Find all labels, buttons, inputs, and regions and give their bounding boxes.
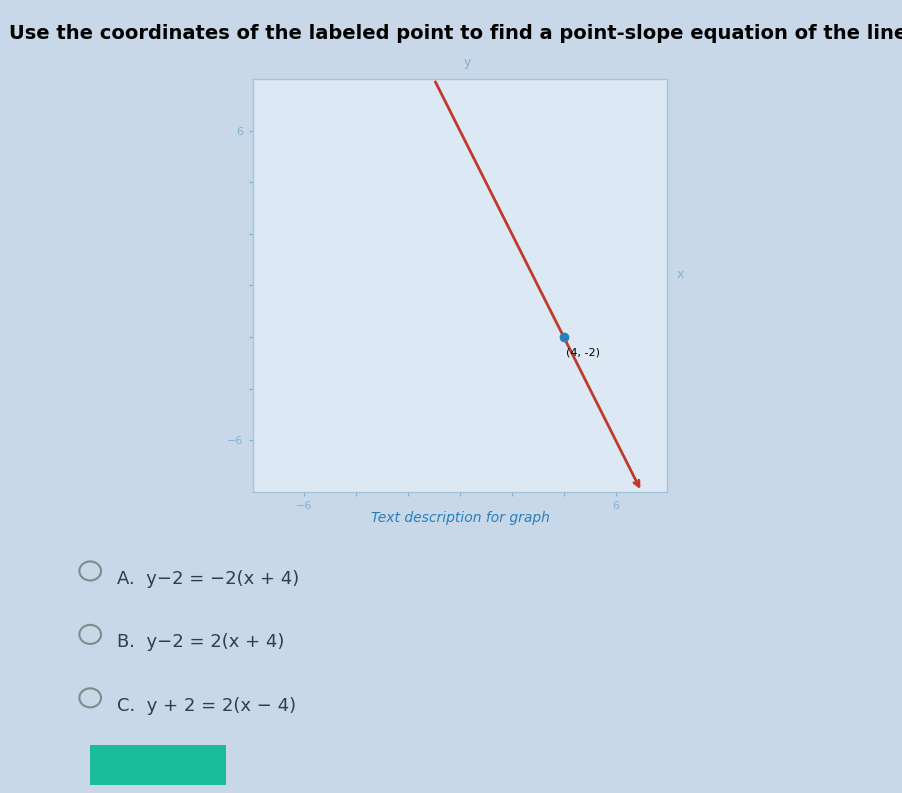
Text: x: x bbox=[676, 268, 684, 281]
Text: Text description for graph: Text description for graph bbox=[371, 511, 549, 526]
Text: Use the coordinates of the labeled point to find a point-slope equation of the l: Use the coordinates of the labeled point… bbox=[9, 24, 902, 43]
Text: A.  y−2 = −2(x + 4): A. y−2 = −2(x + 4) bbox=[117, 570, 299, 588]
Text: y: y bbox=[465, 56, 472, 70]
Text: C.  y + 2 = 2(x − 4): C. y + 2 = 2(x − 4) bbox=[117, 697, 297, 714]
Text: (4, -2): (4, -2) bbox=[566, 347, 601, 357]
Text: B.  y−2 = 2(x + 4): B. y−2 = 2(x + 4) bbox=[117, 634, 285, 651]
